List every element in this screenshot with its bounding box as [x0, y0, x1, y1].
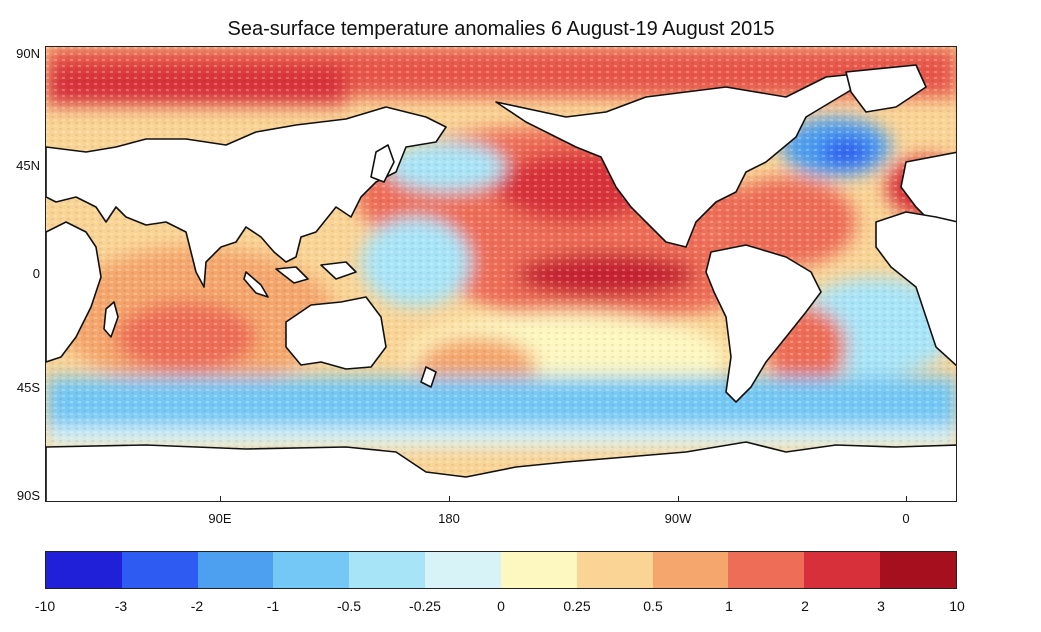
colorbar-swatch	[197, 552, 274, 588]
colorbar-label: 1	[725, 598, 733, 614]
colorbar-swatch	[576, 552, 653, 588]
lon-label-0: 0	[902, 511, 910, 526]
colorbar-label: 0	[497, 598, 505, 614]
colorbar-label: -1	[266, 598, 280, 614]
colorbar-swatch	[652, 552, 729, 588]
colorbar-label: 0.25	[563, 598, 591, 614]
colorbar-swatch	[349, 552, 426, 588]
colorbar-label: -0.5	[336, 598, 362, 614]
colorbar-swatch	[273, 552, 350, 588]
colorbar-label: 3	[877, 598, 885, 614]
africa	[46, 221, 102, 363]
north-america	[495, 71, 877, 248]
map-title: Sea-surface temperature anomalies 6 Augu…	[227, 18, 775, 40]
colorbar-swatch	[880, 552, 956, 588]
lat-label-0: 0	[32, 266, 40, 281]
lat-label-45s: 45S	[16, 380, 40, 395]
borneo	[275, 266, 309, 284]
colorbar-swatch	[46, 552, 122, 588]
land-masses	[46, 64, 956, 501]
africa-right	[875, 211, 956, 367]
new-zealand	[420, 366, 437, 388]
colorbar-label: -10	[34, 598, 56, 614]
sst-map-canvas	[46, 47, 956, 501]
sst-anomaly-map	[45, 46, 957, 502]
australia	[285, 296, 387, 370]
colorbar-label: -2	[190, 598, 204, 614]
new-guinea	[320, 261, 357, 280]
colorbar-label: 0.5	[643, 598, 663, 614]
lon-tick	[220, 496, 221, 502]
lon-label-90w: 90W	[664, 511, 692, 526]
japan	[370, 144, 395, 183]
greenland	[845, 64, 927, 113]
madagascar	[103, 301, 119, 338]
noise-texture	[46, 47, 956, 501]
colorbar-label: -0.25	[409, 598, 441, 614]
lat-label-90n: 90N	[16, 46, 40, 61]
south-america	[705, 244, 822, 403]
colorbar-swatch	[500, 552, 577, 588]
colorbar-swatch	[728, 552, 805, 588]
colorbar-swatch	[804, 552, 881, 588]
antarctica	[46, 441, 956, 501]
eurasia	[46, 106, 447, 288]
lon-label-180: 180	[438, 511, 460, 526]
colorbar-label: -3	[114, 598, 128, 614]
lon-tick	[449, 496, 450, 502]
colorbar	[45, 551, 957, 589]
lon-tick	[906, 496, 907, 502]
lon-label-90e: 90E	[208, 511, 232, 526]
lat-label-90s: 90S	[16, 488, 40, 503]
colorbar-label: 2	[801, 598, 809, 614]
colorbar-swatch	[121, 552, 198, 588]
sumatra	[243, 271, 269, 298]
lon-tick	[678, 496, 679, 502]
lat-label-45n: 45N	[16, 158, 40, 173]
colorbar-label: 10	[949, 598, 965, 614]
colorbar-swatch	[425, 552, 501, 588]
